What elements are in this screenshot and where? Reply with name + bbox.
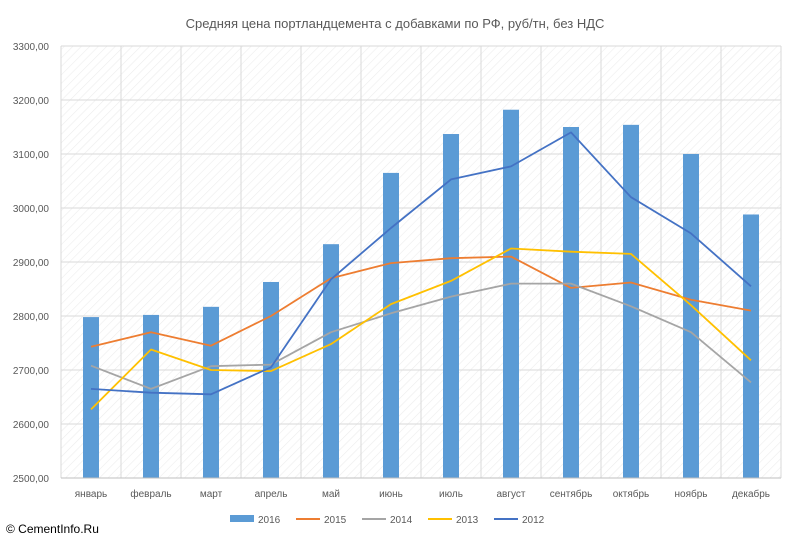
bar-2016-2 (143, 314, 159, 478)
y-tick-label: 2700,00 (13, 366, 50, 377)
x-tick-label: август (497, 489, 526, 500)
plot-area: 2500,00 2600,00 2700,00 2800,00 2900,00 3000,… (13, 42, 782, 526)
y-tick-label: 3300,00 (13, 42, 50, 53)
x-tick-label: июль (439, 489, 463, 500)
y-tick-label: 2600,00 (13, 420, 50, 431)
bar-2016-4 (263, 281, 279, 478)
y-tick-label: 3000,00 (13, 204, 50, 215)
bar-2016-7 (443, 134, 459, 478)
bar-2016-10 (623, 124, 639, 478)
x-tick-label: сентябрь (550, 488, 593, 500)
y-tick-label: 2500,00 (13, 474, 50, 485)
series-line-2013 (90, 247, 752, 411)
bar-2016-1 (83, 317, 99, 478)
x-tick-label: март (200, 489, 223, 500)
y-tick-label: 3100,00 (13, 150, 50, 161)
legend-label-2014: 2014 (390, 515, 413, 526)
bar-2016-5 (323, 244, 339, 478)
chart-title: Средняя цена портландцемента с добавками… (186, 16, 605, 31)
legend-swatch-2016 (230, 515, 254, 522)
x-tick-label: январь (75, 489, 107, 500)
x-tick-label: февраль (130, 488, 171, 500)
bar-2016-3 (203, 306, 219, 478)
x-tick-label: декабрь (732, 488, 770, 500)
legend-label-2012: 2012 (522, 515, 545, 526)
legend-label-2013: 2013 (456, 515, 479, 526)
bar-2016-12 (743, 214, 759, 479)
x-tick-label: май (322, 489, 340, 500)
x-tick-label: октябрь (613, 488, 650, 500)
legend-label-2015: 2015 (324, 515, 347, 526)
y-tick-label: 2900,00 (13, 258, 50, 269)
series-line-2012 (90, 131, 752, 396)
x-tick-label: июнь (379, 489, 403, 500)
x-tick-label: ноябрь (675, 488, 708, 500)
x-tick-label: апрель (255, 489, 288, 500)
bar-2016-11 (683, 154, 699, 478)
copyright-text: © CementInfo.Ru (6, 522, 99, 536)
series-line-2014 (90, 282, 752, 390)
legend-label-2016: 2016 (258, 515, 281, 526)
series-line-2015 (90, 255, 752, 348)
y-tick-label: 3200,00 (13, 96, 50, 107)
y-tick-label: 2800,00 (13, 312, 50, 323)
bar-2016-9 (563, 127, 579, 478)
bar-2016-8 (503, 109, 519, 478)
bar-2016-6 (383, 172, 399, 478)
